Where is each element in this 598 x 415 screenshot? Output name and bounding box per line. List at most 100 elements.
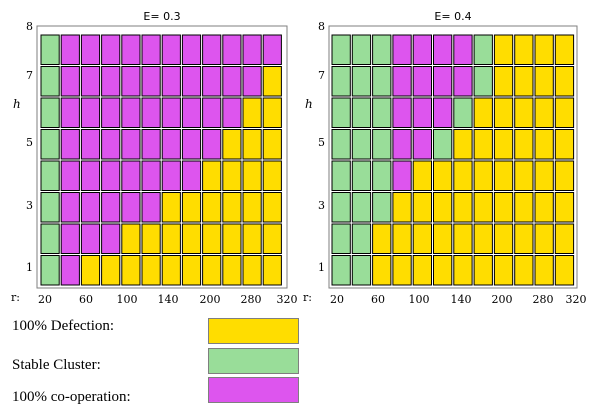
heatmap-cell [453, 34, 473, 65]
heatmap-cell [60, 255, 80, 286]
heatmap-cell [534, 223, 554, 254]
heatmap-cell [121, 129, 141, 160]
heatmap-cell [60, 129, 80, 160]
heatmap-cell [554, 192, 575, 223]
heatmap-cell [351, 34, 372, 65]
heatmap-cell [554, 129, 575, 160]
heatmap-cell [433, 223, 453, 254]
heatmap-cell [453, 223, 473, 254]
heatmap-cell [222, 129, 242, 160]
heatmap-cell [392, 255, 412, 286]
heatmap-cell [514, 97, 534, 128]
heatmap-cell [262, 255, 282, 286]
x-tick-label: 100 [117, 293, 138, 306]
heatmap-cell [372, 192, 392, 223]
heatmap-cell [534, 255, 554, 286]
heatmap-cell [80, 223, 101, 254]
heatmap-cell [351, 66, 372, 97]
heatmap-cell [331, 129, 351, 160]
heatmap-cell [453, 255, 473, 286]
heatmap-cell [392, 192, 412, 223]
heatmap-cell [121, 66, 141, 97]
heatmap-cell [80, 97, 101, 128]
heatmap-cell [161, 66, 181, 97]
heatmap-cell [242, 66, 262, 97]
heatmap-cell [202, 34, 222, 65]
heatmap-cell [493, 223, 514, 254]
y-tick-label: 8 [318, 20, 325, 33]
heatmap-cell [181, 97, 202, 128]
heatmap-cell [372, 66, 392, 97]
heatmap-cell [101, 66, 121, 97]
heatmap-cell [202, 223, 222, 254]
heatmap-cell [493, 192, 514, 223]
heatmap-cell [242, 160, 262, 191]
legend-label-cluster: Stable Cluster: [12, 357, 101, 373]
heatmap-cell [372, 223, 392, 254]
heatmap-cell [40, 66, 60, 97]
y-tick-label: 5 [318, 136, 325, 149]
heatmap-cell [433, 192, 453, 223]
heatmap-cell [40, 160, 60, 191]
heatmap-cell [80, 66, 101, 97]
heatmap-cell [202, 255, 222, 286]
heatmap-cell [514, 160, 534, 191]
y-tick-label: 1 [26, 261, 33, 274]
heatmap-cell [181, 129, 202, 160]
heatmap-cell [473, 160, 493, 191]
heatmap-cell [473, 192, 493, 223]
heatmap-cell [433, 34, 453, 65]
heatmap-cell [473, 66, 493, 97]
heatmap-cell [453, 160, 473, 191]
x-tick-label: 320 [566, 293, 587, 306]
heatmap-cell [493, 255, 514, 286]
heatmap-cell [202, 129, 222, 160]
heatmap-cell [372, 97, 392, 128]
heatmap-cell [262, 160, 282, 191]
heatmap-cell [392, 160, 412, 191]
heatmap-cell [202, 192, 222, 223]
heatmap-cell [121, 97, 141, 128]
x-tick-label: 20 [38, 293, 52, 306]
x-tick-label: 280 [241, 293, 262, 306]
heatmap-cell [202, 160, 222, 191]
heatmap-cell [473, 255, 493, 286]
heatmap-cell [534, 66, 554, 97]
heatmap-cell [372, 129, 392, 160]
heatmap-cell [331, 97, 351, 128]
x-tick-label: 100 [409, 293, 430, 306]
heatmap-cell [493, 160, 514, 191]
heatmap-cell [202, 97, 222, 128]
heatmap-cell [181, 255, 202, 286]
heatmap-cell [534, 129, 554, 160]
heatmap-cell [331, 255, 351, 286]
heatmap-cell [412, 255, 433, 286]
heatmap-cell [262, 66, 282, 97]
heatmap-cell [514, 66, 534, 97]
heatmap-cell [514, 255, 534, 286]
x-tick-label: 200 [200, 293, 221, 306]
heatmap-cell [473, 34, 493, 65]
y-tick-label: 7 [318, 69, 325, 82]
heatmap-cell [101, 160, 121, 191]
y-tick-label: 1 [318, 261, 325, 274]
heatmap-cell [412, 97, 433, 128]
y-tick-label: 3 [26, 199, 33, 212]
heatmap-cell [554, 255, 575, 286]
heatmap-cell [40, 129, 60, 160]
heatmap-cell [534, 160, 554, 191]
legend-swatch-cluster [208, 348, 299, 374]
x-tick-label: 140 [158, 293, 179, 306]
heatmap-cell [242, 34, 262, 65]
heatmap-cell [40, 34, 60, 65]
x-tick-label: 140 [451, 293, 472, 306]
heatmap-cell [141, 223, 161, 254]
heatmap-cell [80, 192, 101, 223]
heatmap-cell [141, 192, 161, 223]
heatmap-cell [121, 192, 141, 223]
heatmap-cell [554, 223, 575, 254]
y-tick-label: 7 [26, 69, 33, 82]
heatmap-cell [372, 160, 392, 191]
heatmap-cell [161, 34, 181, 65]
heatmap-panel-1: E= 0.3 1 3 5 7 8 h 20 60 100 140 200 280 320 r: [11, 10, 298, 306]
